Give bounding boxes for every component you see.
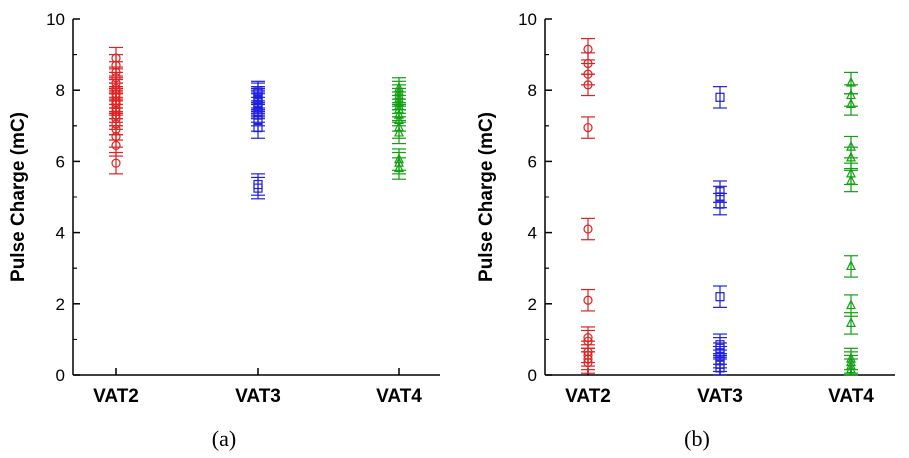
chart-panel-a: 0 2 4 6 8 10 Pulse Charge (mC) VAT2 VAT3 VAT4 (a) bbox=[0, 0, 455, 453]
series-VAT2 bbox=[109, 46, 123, 175]
series-VAT3 bbox=[713, 86, 727, 376]
chart-panel-b: 0 2 4 6 8 10 Pulse Charge (mC) VAT2 VAT3 VAT4 (b) bbox=[455, 0, 909, 453]
triangle-marker bbox=[846, 89, 856, 100]
y-tick-label: 0 bbox=[56, 366, 65, 385]
y-tick-label: 8 bbox=[528, 81, 537, 100]
y-axis-title: Pulse Charge (mC) bbox=[476, 112, 497, 282]
square-marker bbox=[715, 92, 725, 102]
data-point bbox=[713, 333, 727, 357]
y-axis-title: Pulse Charge (mC) bbox=[8, 112, 29, 282]
triangle-marker bbox=[846, 317, 856, 327]
circle-marker bbox=[583, 295, 593, 305]
panel-caption: (a) bbox=[212, 426, 236, 451]
circle-marker bbox=[583, 122, 593, 133]
triangle-marker bbox=[846, 140, 856, 151]
y-tick-label: 6 bbox=[56, 152, 65, 171]
x-tick-label: VAT3 bbox=[697, 386, 743, 407]
series-VAT4 bbox=[392, 77, 406, 180]
data-point bbox=[392, 148, 406, 171]
triangle-marker bbox=[394, 153, 404, 164]
square-marker bbox=[715, 292, 725, 302]
circle-marker bbox=[583, 44, 593, 54]
data-point bbox=[581, 217, 595, 241]
data-point bbox=[392, 77, 406, 100]
triangle-marker bbox=[846, 260, 856, 271]
x-tick-label: VAT4 bbox=[376, 386, 422, 407]
triangle-marker bbox=[846, 98, 856, 109]
chart-a: 0 2 4 6 8 10 Pulse Charge (mC) VAT2 VAT3 VAT4 (a) bbox=[8, 10, 440, 451]
square-marker bbox=[715, 340, 725, 350]
x-tick-label: VAT4 bbox=[828, 386, 874, 407]
data-point bbox=[109, 46, 123, 70]
series-VAT2 bbox=[581, 37, 595, 374]
y-tick-label: 10 bbox=[518, 10, 537, 29]
circle-marker bbox=[583, 333, 593, 343]
x-tick-label: VAT2 bbox=[93, 386, 139, 407]
data-point bbox=[713, 86, 727, 109]
triangle-marker bbox=[846, 167, 856, 178]
triangle-marker bbox=[846, 151, 856, 162]
data-point bbox=[581, 37, 595, 61]
series-VAT4 bbox=[844, 71, 858, 376]
y-tick-label: 4 bbox=[528, 224, 537, 243]
series-VAT3 bbox=[251, 80, 265, 200]
data-point bbox=[251, 80, 265, 104]
y-tick-label: 8 bbox=[56, 81, 65, 100]
data-point bbox=[713, 285, 727, 308]
y-tick-label: 2 bbox=[56, 295, 65, 314]
triangle-marker bbox=[846, 352, 856, 363]
y-tick-label: 0 bbox=[528, 366, 537, 385]
triangle-marker bbox=[846, 299, 856, 310]
y-tick-label: 6 bbox=[528, 152, 537, 171]
data-point bbox=[581, 116, 595, 139]
x-tick-label: VAT2 bbox=[565, 386, 611, 407]
data-point bbox=[713, 180, 727, 203]
chart-b: 0 2 4 6 8 10 Pulse Charge (mC) VAT2 VAT3 VAT4 (b) bbox=[476, 10, 895, 451]
triangle-marker bbox=[394, 82, 404, 93]
panel-caption: (b) bbox=[684, 426, 710, 451]
data-point bbox=[251, 173, 265, 196]
square-marker bbox=[715, 187, 725, 197]
x-tick-label: VAT3 bbox=[235, 386, 281, 407]
circle-marker bbox=[111, 53, 121, 63]
circle-marker bbox=[111, 158, 121, 168]
data-point bbox=[844, 255, 858, 278]
triangle-marker bbox=[846, 76, 856, 87]
data-point bbox=[844, 71, 858, 95]
data-point bbox=[844, 347, 858, 371]
y-tick-label: 2 bbox=[528, 295, 537, 314]
data-point bbox=[581, 288, 595, 312]
circle-marker bbox=[583, 224, 593, 234]
data-point bbox=[844, 135, 858, 159]
square-marker bbox=[253, 87, 263, 97]
square-marker bbox=[253, 179, 263, 190]
y-tick-label: 4 bbox=[56, 224, 65, 243]
data-point bbox=[844, 294, 858, 317]
y-tick-label: 10 bbox=[46, 10, 65, 29]
data-point bbox=[581, 326, 595, 349]
